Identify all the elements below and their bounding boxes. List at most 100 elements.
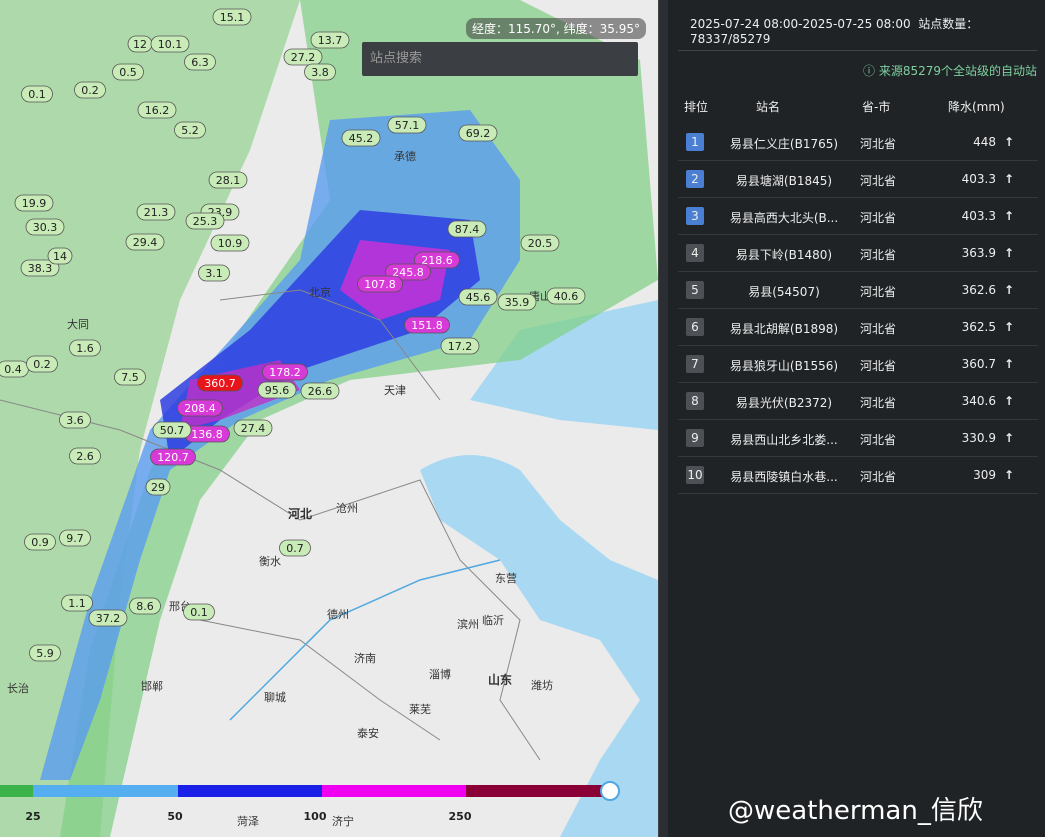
station-marker[interactable]: 178.2	[262, 363, 308, 381]
ranking-row[interactable]: 6 易县北胡解(B1898) 河北省 362.5 ↑	[678, 309, 1038, 346]
station-name: 易县北胡解(B1898)	[729, 322, 839, 336]
station-marker[interactable]: 30.3	[25, 218, 65, 236]
ranking-row[interactable]: 4 易县下岭(B1480) 河北省 363.9 ↑	[678, 235, 1038, 272]
station-pill	[546, 287, 586, 305]
station-marker[interactable]: 13.7	[310, 31, 350, 49]
ranking-row[interactable]: 10 易县西陵镇白水巷... 河北省 309 ↑	[678, 457, 1038, 494]
station-marker[interactable]: 0.1	[21, 85, 53, 103]
station-pill	[458, 124, 498, 142]
station-marker[interactable]: 45.2	[341, 129, 381, 147]
station-marker[interactable]: 12	[127, 35, 153, 53]
station-marker[interactable]: 0.7	[279, 539, 311, 557]
ranking-row[interactable]: 3 易县高西大北头(B... 河北省 403.3 ↑	[678, 198, 1038, 235]
station-value: 26.6	[308, 385, 333, 398]
station-marker[interactable]: 27.2	[283, 48, 323, 66]
search-input[interactable]: 站点搜索	[362, 42, 638, 76]
rank: 5	[686, 281, 704, 299]
station-marker[interactable]: 5.9	[29, 644, 61, 662]
station-pill	[26, 355, 58, 373]
station-marker[interactable]: 10.1	[150, 35, 190, 53]
station-marker[interactable]: 25.3	[185, 212, 225, 230]
station-marker[interactable]: 0.9	[24, 533, 56, 551]
station-marker[interactable]: 35.9	[497, 293, 537, 311]
station-marker[interactable]: 87.4	[447, 220, 487, 238]
station-marker[interactable]: 29.4	[125, 233, 165, 251]
station-marker[interactable]: 0.2	[26, 355, 58, 373]
city-label: 大同	[67, 317, 89, 331]
station-value: 8.6	[136, 600, 154, 613]
station-marker[interactable]: 7.5	[114, 368, 146, 386]
ranking-row[interactable]: 1 易县仁义庄(B1765) 河北省 448 ↑	[678, 124, 1038, 161]
rank: 9	[686, 429, 704, 447]
station-marker[interactable]: 57.1	[387, 116, 427, 134]
ranking-row[interactable]: 9 易县西山北乡北娄... 河北省 330.9 ↑	[678, 420, 1038, 457]
station-marker[interactable]: 3.1	[198, 264, 230, 282]
station-marker[interactable]: 120.7	[150, 448, 196, 466]
ranking-row[interactable]: 8 易县光伏(B2372) 河北省 340.6 ↑	[678, 383, 1038, 420]
ranking-panel: 2025-07-24 08:00-2025-07-25 08:00 站点数量：7…	[668, 0, 1045, 837]
station-marker[interactable]: 45.6	[458, 288, 498, 306]
station-marker[interactable]: 19.9	[14, 194, 54, 212]
province: 河北省	[859, 433, 896, 447]
station-marker[interactable]: 360.7	[197, 374, 243, 392]
station-marker[interactable]: 107.8	[357, 275, 403, 293]
station-marker[interactable]: 0.4	[0, 360, 29, 378]
station-marker[interactable]: 3.8	[304, 63, 336, 81]
station-marker[interactable]: 1.1	[61, 594, 93, 612]
station-value: 3.8	[311, 66, 329, 79]
station-marker[interactable]: 38.3	[20, 259, 60, 277]
ranking-row[interactable]: 5 易县(54507) 河北省 362.6 ↑	[678, 272, 1038, 309]
station-marker[interactable]: 27.4	[233, 419, 273, 437]
station-marker[interactable]: 208.4	[177, 399, 223, 417]
station-marker[interactable]: 40.6	[546, 287, 586, 305]
station-marker[interactable]: 10.9	[210, 234, 250, 252]
city-label: 德州	[327, 607, 349, 621]
station-marker[interactable]: 9.7	[59, 529, 91, 547]
rank: 2	[686, 170, 704, 188]
station-marker[interactable]: 0.5	[112, 63, 144, 81]
station-marker[interactable]: 16.2	[137, 101, 177, 119]
station-marker[interactable]: 8.6	[129, 597, 161, 615]
station-marker[interactable]: 37.2	[88, 609, 128, 627]
station-pill	[300, 382, 340, 400]
station-marker[interactable]: 0.2	[74, 81, 106, 99]
ranking-row[interactable]: 7 易县狼牙山(B1556) 河北省 360.7 ↑	[678, 346, 1038, 383]
station-marker[interactable]: 5.2	[174, 121, 206, 139]
station-marker[interactable]: 20.5	[520, 234, 560, 252]
station-marker[interactable]: 2.6	[69, 447, 101, 465]
station-marker[interactable]: 28.1	[208, 171, 248, 189]
map[interactable]: 北京 天津 河北 沧州 衡水 德州 济南 聊城 泰安 莱芜 淄博 山东 潍坊 东营 滨州 临沂 邯郸 邢台 长治 菏泽…	[0, 0, 658, 837]
date-range: 2025-07-24 08:00-2025-07-25 08:00	[690, 17, 911, 31]
station-marker[interactable]: 15.1	[212, 8, 252, 26]
station-value: 38.3	[28, 262, 53, 275]
station-marker[interactable]: 69.2	[458, 124, 498, 142]
station-value: 69.2	[466, 127, 491, 140]
station-pill	[212, 8, 252, 26]
station-marker[interactable]: 50.7	[152, 421, 192, 439]
ranking-row[interactable]: 2 易县塘湖(B1845) 河北省 403.3 ↑	[678, 161, 1038, 198]
station-pill	[198, 264, 230, 282]
station-marker[interactable]: 14	[47, 247, 73, 265]
station-marker[interactable]: 3.6	[59, 411, 91, 429]
station-marker[interactable]: 26.6	[300, 382, 340, 400]
station-pill	[262, 363, 308, 381]
station-marker[interactable]: 0.1	[183, 603, 215, 621]
station-marker[interactable]: 21.3	[136, 203, 176, 221]
station-marker[interactable]: 17.2	[440, 337, 480, 355]
city-label: 天津	[384, 384, 406, 397]
station-value: 87.4	[455, 223, 480, 236]
station-marker[interactable]: 136.8	[184, 425, 230, 443]
station-marker[interactable]: 218.6	[414, 251, 460, 269]
station-pill	[61, 594, 93, 612]
province: 河北省	[859, 137, 896, 151]
station-value: 245.8	[392, 266, 424, 279]
column-header[interactable]: 降水(mm)	[948, 100, 1005, 114]
station-marker[interactable]: 95.6	[257, 381, 297, 399]
station-marker[interactable]: 1.6	[69, 339, 101, 357]
station-marker[interactable]: 6.3	[184, 53, 216, 71]
station-marker[interactable]: 151.8	[404, 316, 450, 334]
station-pill	[29, 644, 61, 662]
station-marker[interactable]: 29	[145, 478, 171, 496]
panel-toggle[interactable]	[658, 0, 669, 837]
station-name: 易县塘湖(B1845)	[735, 174, 833, 188]
